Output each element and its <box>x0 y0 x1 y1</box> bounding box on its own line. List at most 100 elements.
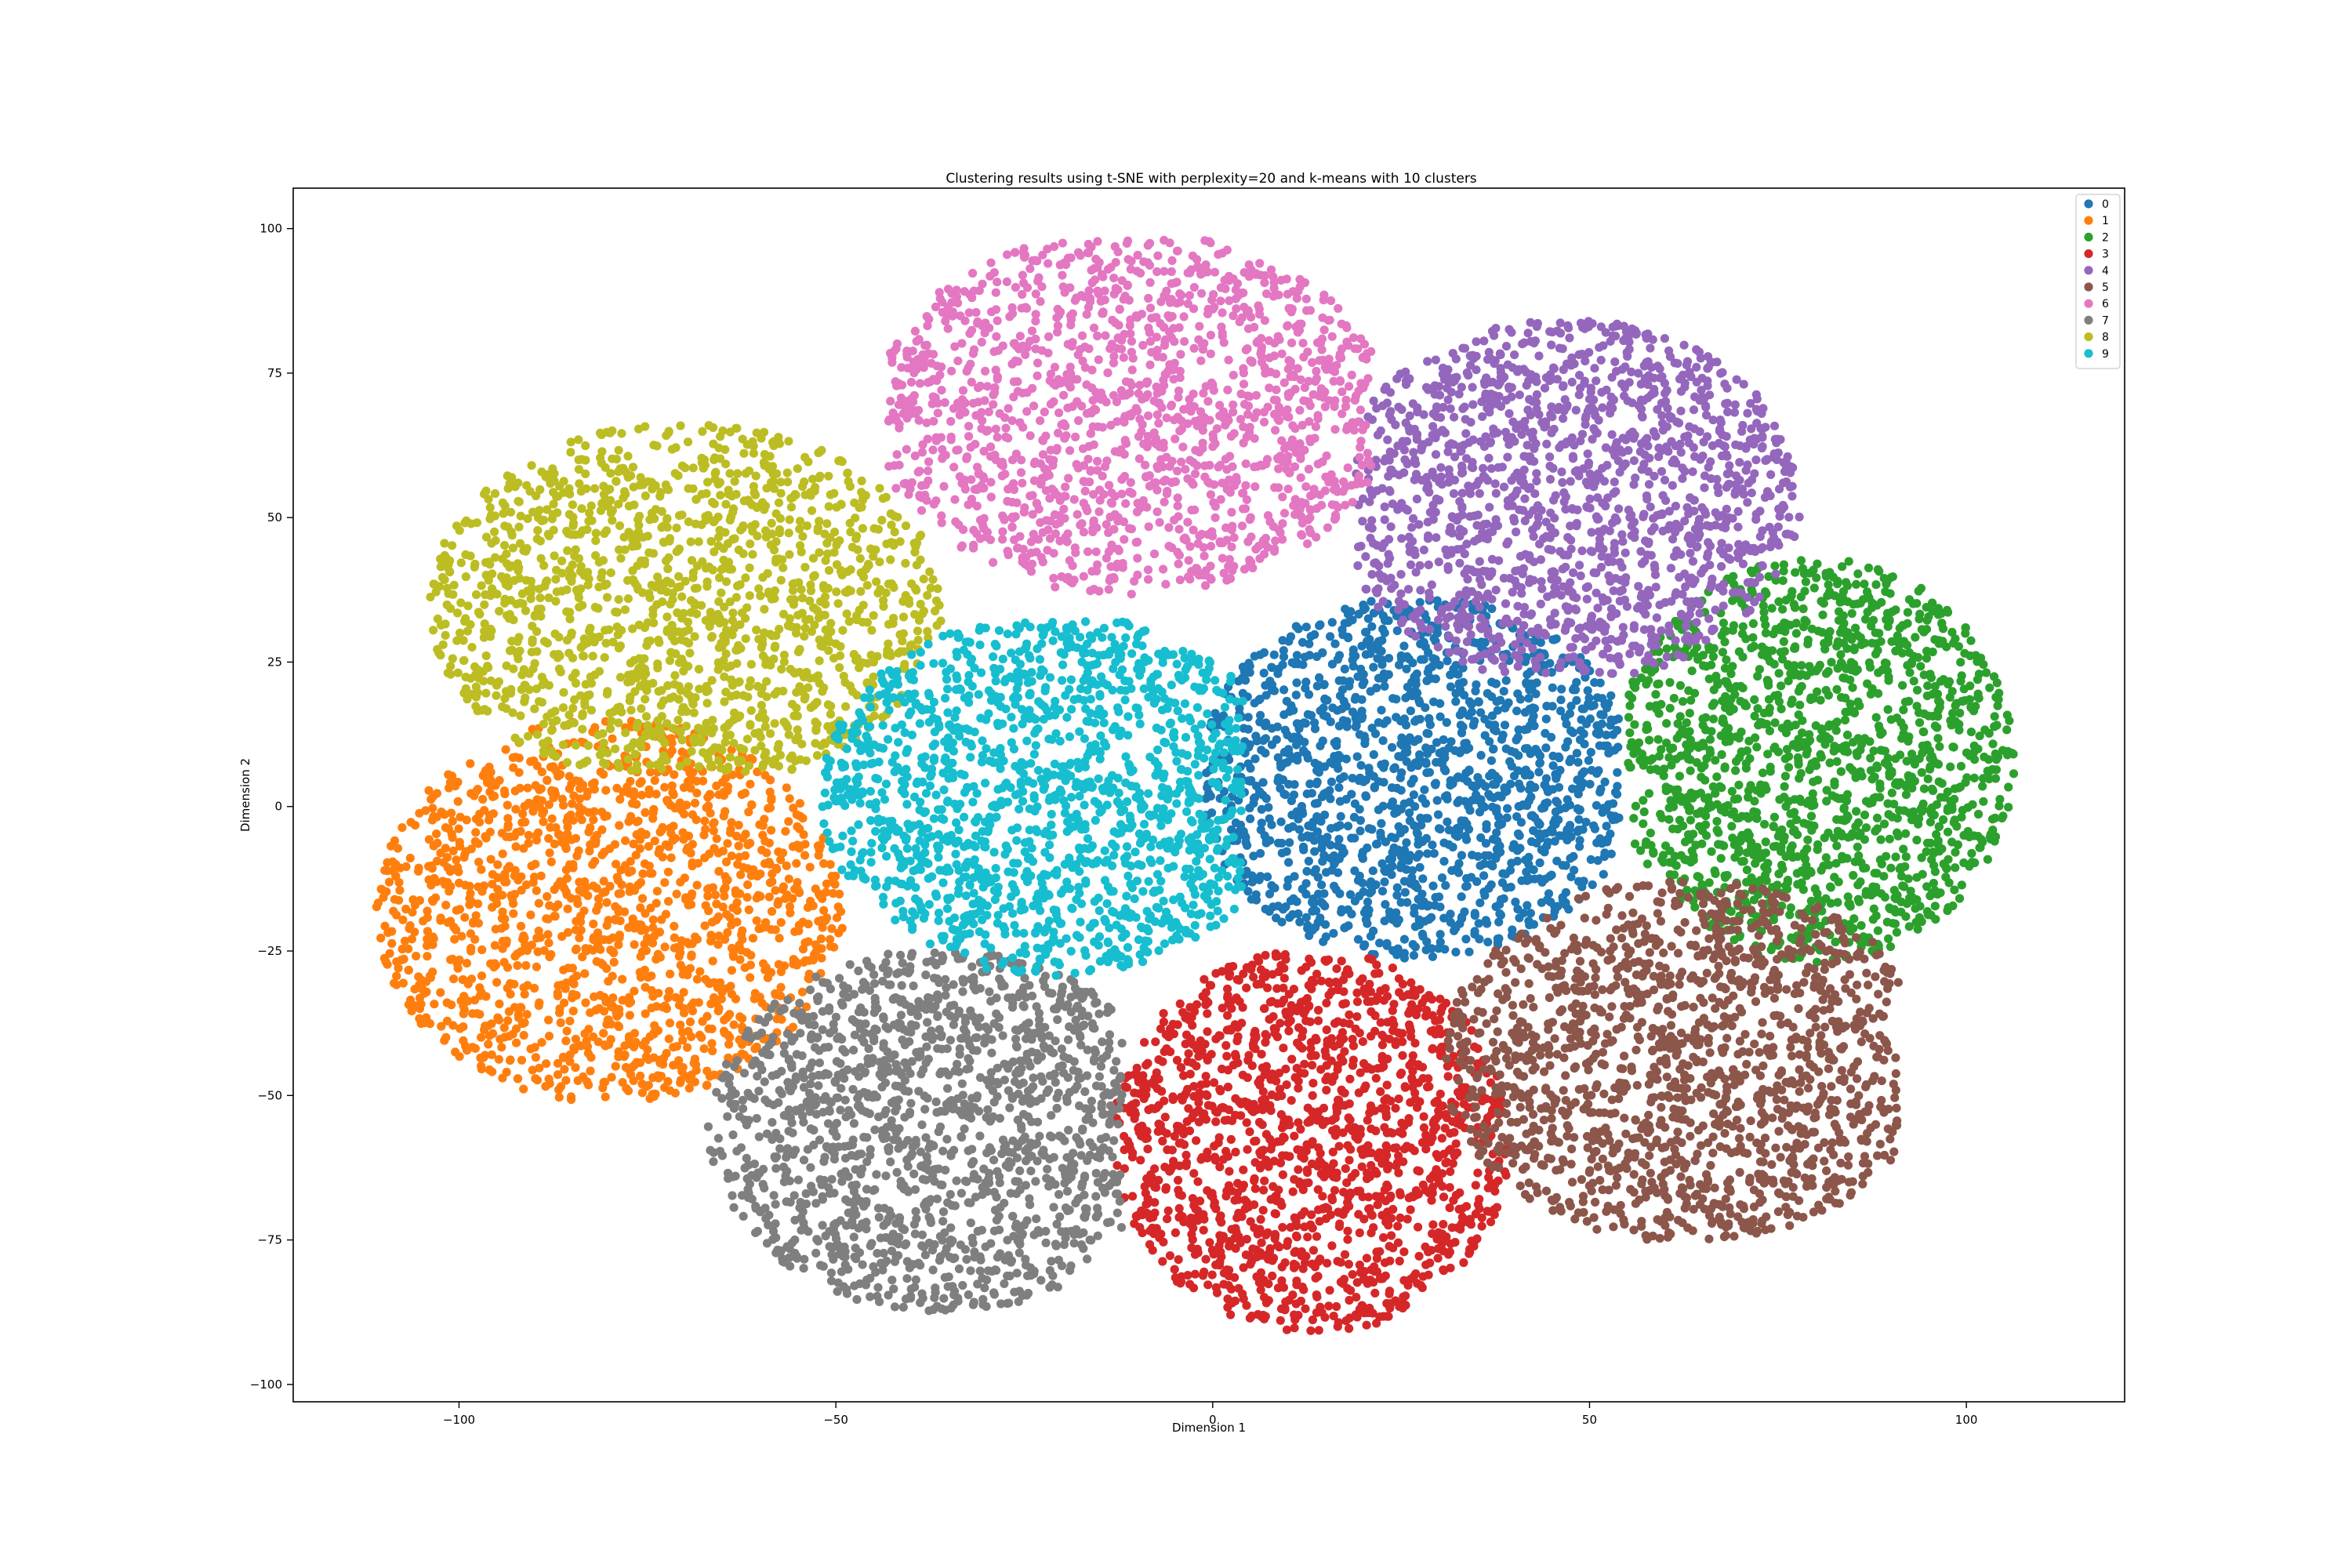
data-point <box>1524 852 1534 862</box>
data-point <box>1309 868 1319 877</box>
data-point <box>1319 789 1329 799</box>
data-point <box>710 844 719 853</box>
data-point <box>1857 920 1866 931</box>
data-point <box>1159 1009 1168 1018</box>
data-point <box>1340 664 1349 674</box>
data-point <box>1529 920 1538 929</box>
data-point <box>1750 695 1759 705</box>
data-point <box>1409 775 1418 784</box>
data-point <box>1807 826 1817 835</box>
data-point <box>1780 647 1789 656</box>
data-point <box>1470 717 1479 726</box>
data-point <box>1362 627 1371 637</box>
data-point <box>1961 629 1970 638</box>
data-point <box>1575 735 1585 745</box>
data-point <box>1547 870 1556 880</box>
data-point <box>1512 706 1522 716</box>
data-point <box>1462 835 1472 844</box>
data-point <box>589 881 598 891</box>
data-point <box>1289 894 1298 903</box>
data-point <box>1886 942 1896 952</box>
data-point <box>389 906 398 916</box>
data-point <box>724 1030 733 1040</box>
data-point <box>662 1004 672 1014</box>
data-point <box>1928 786 1938 796</box>
data-point <box>1236 820 1246 829</box>
data-point <box>722 909 731 919</box>
data-point <box>1256 872 1265 881</box>
data-point <box>1254 787 1265 797</box>
data-point <box>1835 607 1844 616</box>
data-point <box>1624 713 1634 722</box>
data-point <box>1926 805 1935 815</box>
data-point <box>720 891 729 901</box>
data-point <box>1891 852 1900 862</box>
data-point <box>1939 859 1948 869</box>
data-point <box>1983 855 1992 864</box>
data-point <box>1874 668 1883 677</box>
data-point <box>700 816 710 826</box>
data-point <box>699 1044 709 1054</box>
data-point <box>1883 705 1893 714</box>
data-point <box>732 831 742 841</box>
data-point <box>1561 900 1570 909</box>
data-point <box>764 892 774 902</box>
data-point <box>1914 586 1923 596</box>
data-point <box>675 943 684 953</box>
data-point <box>1562 719 1571 729</box>
data-point <box>1692 758 1701 768</box>
data-point <box>638 869 648 879</box>
data-point <box>666 969 675 978</box>
data-point <box>1843 628 1853 637</box>
data-point <box>568 1007 578 1016</box>
data-point <box>1331 885 1341 895</box>
data-point <box>511 753 521 762</box>
data-point <box>1443 656 1452 666</box>
data-point <box>1876 835 1886 844</box>
data-point <box>1515 913 1524 923</box>
data-point <box>1960 648 1969 658</box>
data-point <box>1243 724 1253 734</box>
data-point <box>1717 783 1726 793</box>
data-point <box>1737 830 1747 840</box>
data-point <box>1949 742 1958 752</box>
data-point <box>1661 786 1671 796</box>
data-point <box>1816 750 1825 760</box>
data-point <box>1807 624 1817 633</box>
data-point <box>1441 766 1450 775</box>
data-point <box>1343 822 1353 831</box>
data-point <box>1994 801 2004 811</box>
data-point <box>544 1032 554 1041</box>
data-point <box>794 844 804 853</box>
data-point <box>513 960 522 971</box>
data-point <box>1734 780 1744 789</box>
data-point <box>1712 817 1722 826</box>
data-point <box>627 1062 637 1072</box>
data-point <box>1361 791 1370 800</box>
data-point <box>1882 851 1891 861</box>
data-point <box>1305 651 1314 660</box>
data-point <box>1393 944 1403 953</box>
data-point <box>664 897 673 906</box>
data-point <box>624 868 633 877</box>
data-point <box>538 809 547 818</box>
data-point <box>1450 830 1460 840</box>
data-point <box>554 829 564 839</box>
data-point <box>1842 730 1853 740</box>
data-point <box>618 1078 627 1087</box>
data-point <box>1287 796 1296 805</box>
data-point <box>564 812 573 822</box>
data-point <box>1675 681 1685 691</box>
data-point <box>1377 818 1386 828</box>
data-point <box>1440 1123 1450 1133</box>
data-point <box>1759 601 1768 611</box>
data-point <box>568 964 578 973</box>
data-point <box>1344 1259 1353 1269</box>
data-point <box>597 958 606 967</box>
data-point <box>1760 819 1769 829</box>
data-point <box>1356 826 1365 836</box>
data-point <box>1428 952 1437 961</box>
data-point <box>1508 843 1518 852</box>
data-point <box>1291 690 1301 700</box>
